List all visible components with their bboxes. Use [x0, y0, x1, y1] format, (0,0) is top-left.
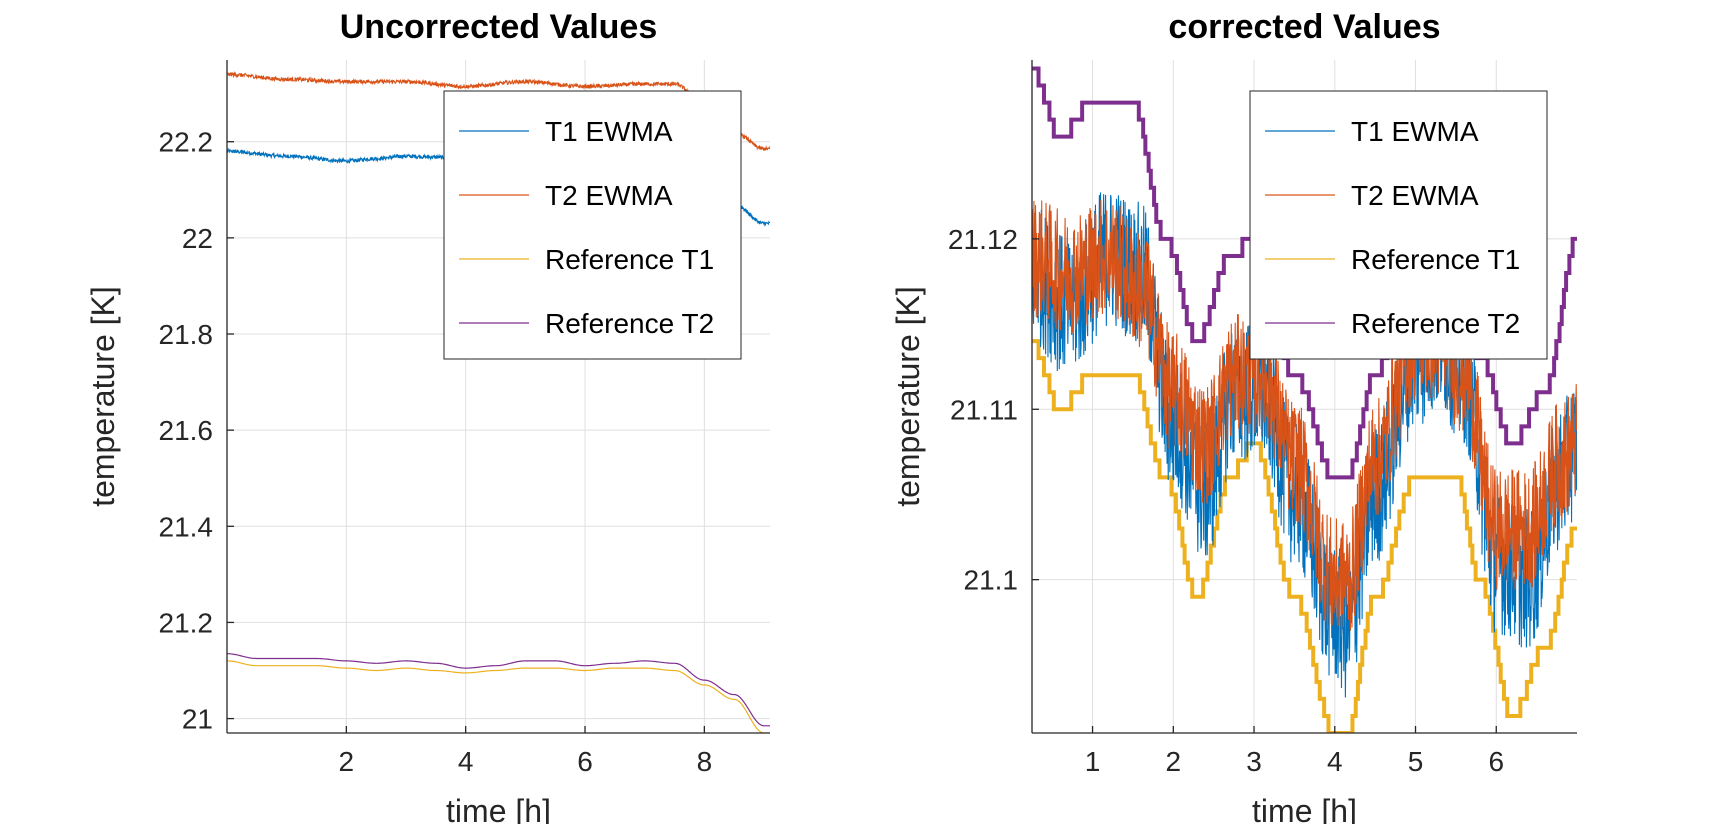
x-tick-label: 6 [1488, 746, 1504, 777]
series-line-reference-t2 [1032, 66, 1577, 480]
legend-entry: T2 EWMA [545, 180, 673, 211]
y-tick-label: 22.2 [159, 127, 214, 158]
x-tick-label: 5 [1408, 746, 1424, 777]
chart-panel-2: 1 2 3 4 5 6 21.1 21.11 21.12 corrected Values time… [890, 8, 1577, 824]
y-tick-label: 21.12 [948, 224, 1018, 255]
x-tick-label: 3 [1246, 746, 1262, 777]
legend: T1 EWMA T2 EWMA Reference T1 Reference T2 [443, 90, 742, 360]
y-tick-label: 22 [182, 223, 213, 254]
chart-panel-1: 2 4 6 8 21 21.2 21.4 21.6 21.8 22 22.2 Uncorrected … [85, 8, 770, 824]
series-line-reference-t1 [1032, 339, 1577, 733]
legend-entry: Reference T2 [1351, 308, 1520, 339]
legend-entry: T2 EWMA [1351, 180, 1479, 211]
x-tick-label: 4 [458, 746, 474, 777]
x-tick-label: 2 [1166, 746, 1182, 777]
x-tick-label: 8 [697, 746, 713, 777]
legend: T1 EWMA T2 EWMA Reference T1 Reference T2 [1249, 90, 1548, 360]
legend-entry: Reference T2 [545, 308, 714, 339]
y-tick-label: 21.1 [964, 565, 1019, 596]
series-line-t2-ewma [227, 71, 770, 151]
y-tick-label: 21 [182, 704, 213, 735]
series-line-t2-ewma [1032, 200, 1577, 637]
y-axis-label: temperature [K] [890, 286, 926, 507]
y-tick-label: 21.2 [159, 607, 214, 638]
legend-entry: Reference T1 [545, 244, 714, 275]
y-tick-label: 21.8 [159, 319, 214, 350]
x-axis-label: time [h] [446, 793, 551, 824]
legend-box [1249, 90, 1548, 360]
series-line-reference-t2 [227, 653, 770, 727]
legend-entry: Reference T1 [1351, 244, 1520, 275]
x-tick-label: 2 [339, 746, 355, 777]
plot-area [1032, 66, 1577, 733]
y-tick-label: 21.11 [950, 394, 1018, 425]
y-tick-label: 21.4 [159, 511, 214, 542]
y-axis-label: temperature [K] [85, 286, 121, 507]
legend-box [443, 90, 742, 360]
x-axis-label: time [h] [1252, 793, 1357, 824]
chart-title: Uncorrected Values [340, 8, 657, 46]
x-tick-label: 4 [1327, 746, 1343, 777]
legend-entry: T1 EWMA [545, 116, 673, 147]
legend-entry: T1 EWMA [1351, 116, 1479, 147]
x-tick-label: 6 [577, 746, 593, 777]
series-line-reference-t1 [227, 660, 770, 733]
x-tick-label: 1 [1085, 746, 1101, 777]
y-tick-label: 21.6 [159, 415, 214, 446]
chart-title: corrected Values [1168, 8, 1440, 46]
